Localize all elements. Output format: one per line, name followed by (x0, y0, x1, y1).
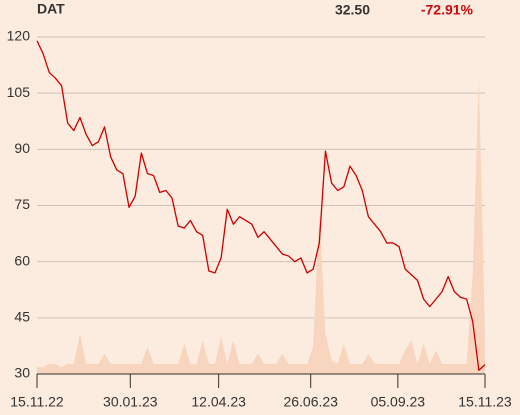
y-tick-label: 75 (14, 196, 30, 212)
y-tick-label: 45 (14, 309, 30, 325)
symbol: DAT (37, 1, 65, 17)
last-price: 32.50 (335, 2, 370, 18)
y-tick-label: 105 (7, 84, 31, 100)
volume-area (37, 77, 485, 374)
x-tick-label: 30.01.23 (103, 394, 158, 410)
change: -72.91% (421, 2, 474, 18)
price-line (36, 40, 486, 371)
x-tick-label: 15.11.22 (10, 394, 64, 410)
x-tick-label: 15.11.23 (458, 394, 512, 410)
y-tick-label: 30 (14, 365, 30, 381)
x-tick-label: 26.06.23 (283, 394, 338, 410)
x-tick-label: 12.04.23 (191, 394, 246, 410)
y-tick-label: 60 (14, 252, 30, 268)
y-tick-label: 120 (7, 28, 31, 44)
x-tick-label: 05.09.23 (371, 394, 426, 410)
y-tick-label: 90 (14, 140, 30, 156)
